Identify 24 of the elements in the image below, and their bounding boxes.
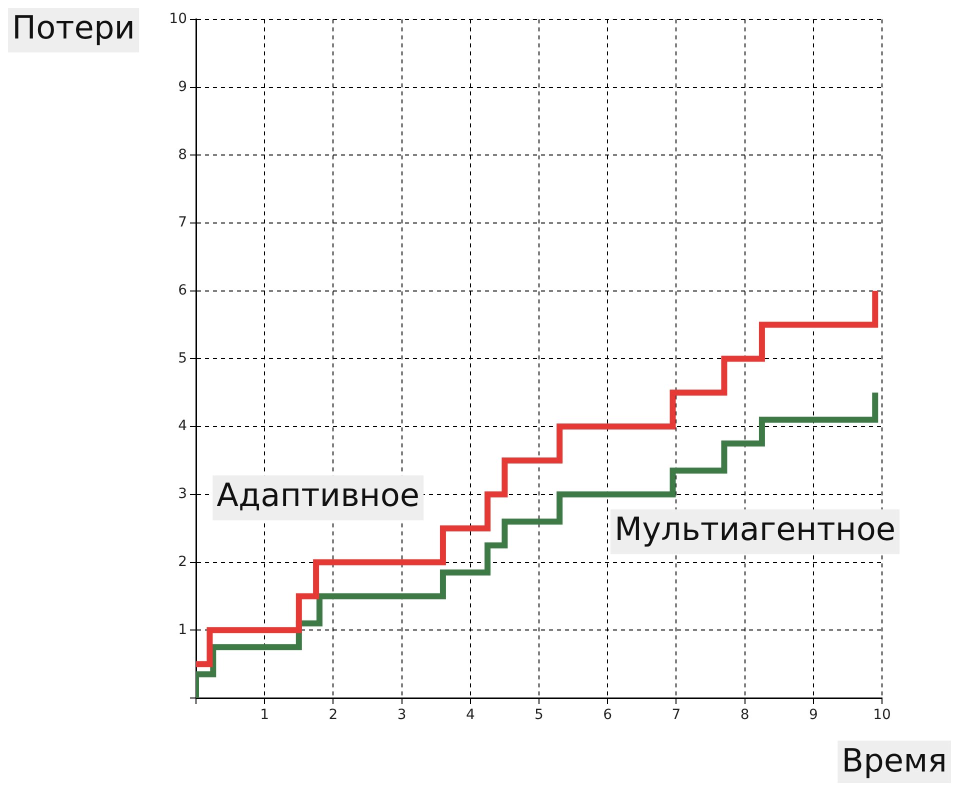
x-tick-label: 10: [873, 707, 891, 724]
y-tick-label: 1: [178, 622, 187, 638]
y-tick-label: 2: [178, 554, 187, 570]
series-label: Мультиагентное: [614, 510, 896, 548]
y-tick-label: 5: [178, 350, 187, 366]
x-axis-title: Время: [842, 741, 947, 780]
y-axis-title: Потери: [12, 8, 136, 46]
y-tick-label: 7: [178, 214, 187, 231]
y-tick-label: 4: [178, 418, 188, 434]
x-tick-label: 8: [740, 707, 750, 724]
y-tick-label: 8: [178, 146, 187, 163]
series-label: Адаптивное: [216, 476, 420, 514]
x-tick-label: 4: [466, 707, 475, 724]
y-tick-label: 10: [169, 11, 187, 28]
x-tick-label: 3: [397, 707, 406, 724]
x-tick-label: 1: [260, 707, 270, 724]
y-tick-label: 9: [178, 78, 187, 95]
x-tick-label: 9: [808, 707, 818, 724]
x-tick-label: 2: [328, 707, 338, 724]
y-tick-label: 3: [178, 486, 187, 502]
y-tick-label: 6: [178, 282, 188, 298]
x-tick-label: 7: [672, 707, 681, 724]
x-tick-label: 5: [534, 707, 544, 724]
x-tick-label: 6: [603, 707, 612, 724]
